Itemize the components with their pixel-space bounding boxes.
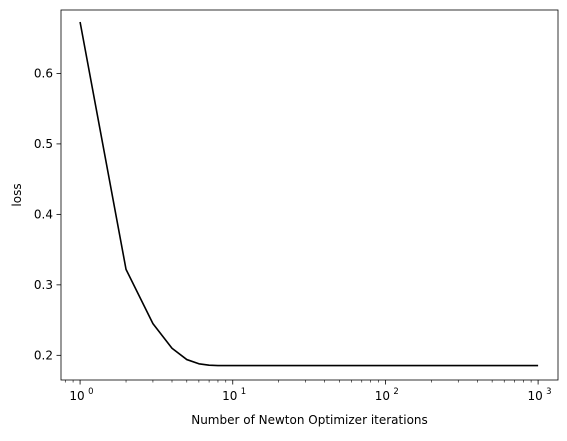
y-tick-label-3: 0.5 xyxy=(34,137,53,151)
x-axis-label: Number of Newton Optimizer iterations xyxy=(191,413,428,427)
x-tick-exponent-2: 2 xyxy=(393,387,398,397)
plot-frame xyxy=(60,9,559,381)
x-tick-label-2: 10 xyxy=(375,389,390,403)
plot-area xyxy=(79,21,539,367)
y-tick-label-0: 0.2 xyxy=(34,349,53,363)
y-axis-label: loss xyxy=(10,183,24,206)
y-tick-label-2: 0.4 xyxy=(34,208,53,222)
y-tick-label-4: 0.6 xyxy=(34,67,53,81)
x-tick-exponent-3: 3 xyxy=(546,387,551,397)
x-tick-exponent-0: 0 xyxy=(88,387,93,397)
series-line-0 xyxy=(79,21,539,367)
x-tick-label-1: 10 xyxy=(222,389,237,403)
y-axis: 0.2 0.3 0.4 0.5 0.6 xyxy=(34,67,61,363)
x-tick-label-3: 10 xyxy=(527,389,542,403)
y-tick-label-1: 0.3 xyxy=(34,278,53,292)
x-tick-exponent-1: 1 xyxy=(241,387,246,397)
x-tick-label-0: 10 xyxy=(69,389,84,403)
x-axis: 10 0 10 1 10 2 10 3 xyxy=(64,380,552,403)
